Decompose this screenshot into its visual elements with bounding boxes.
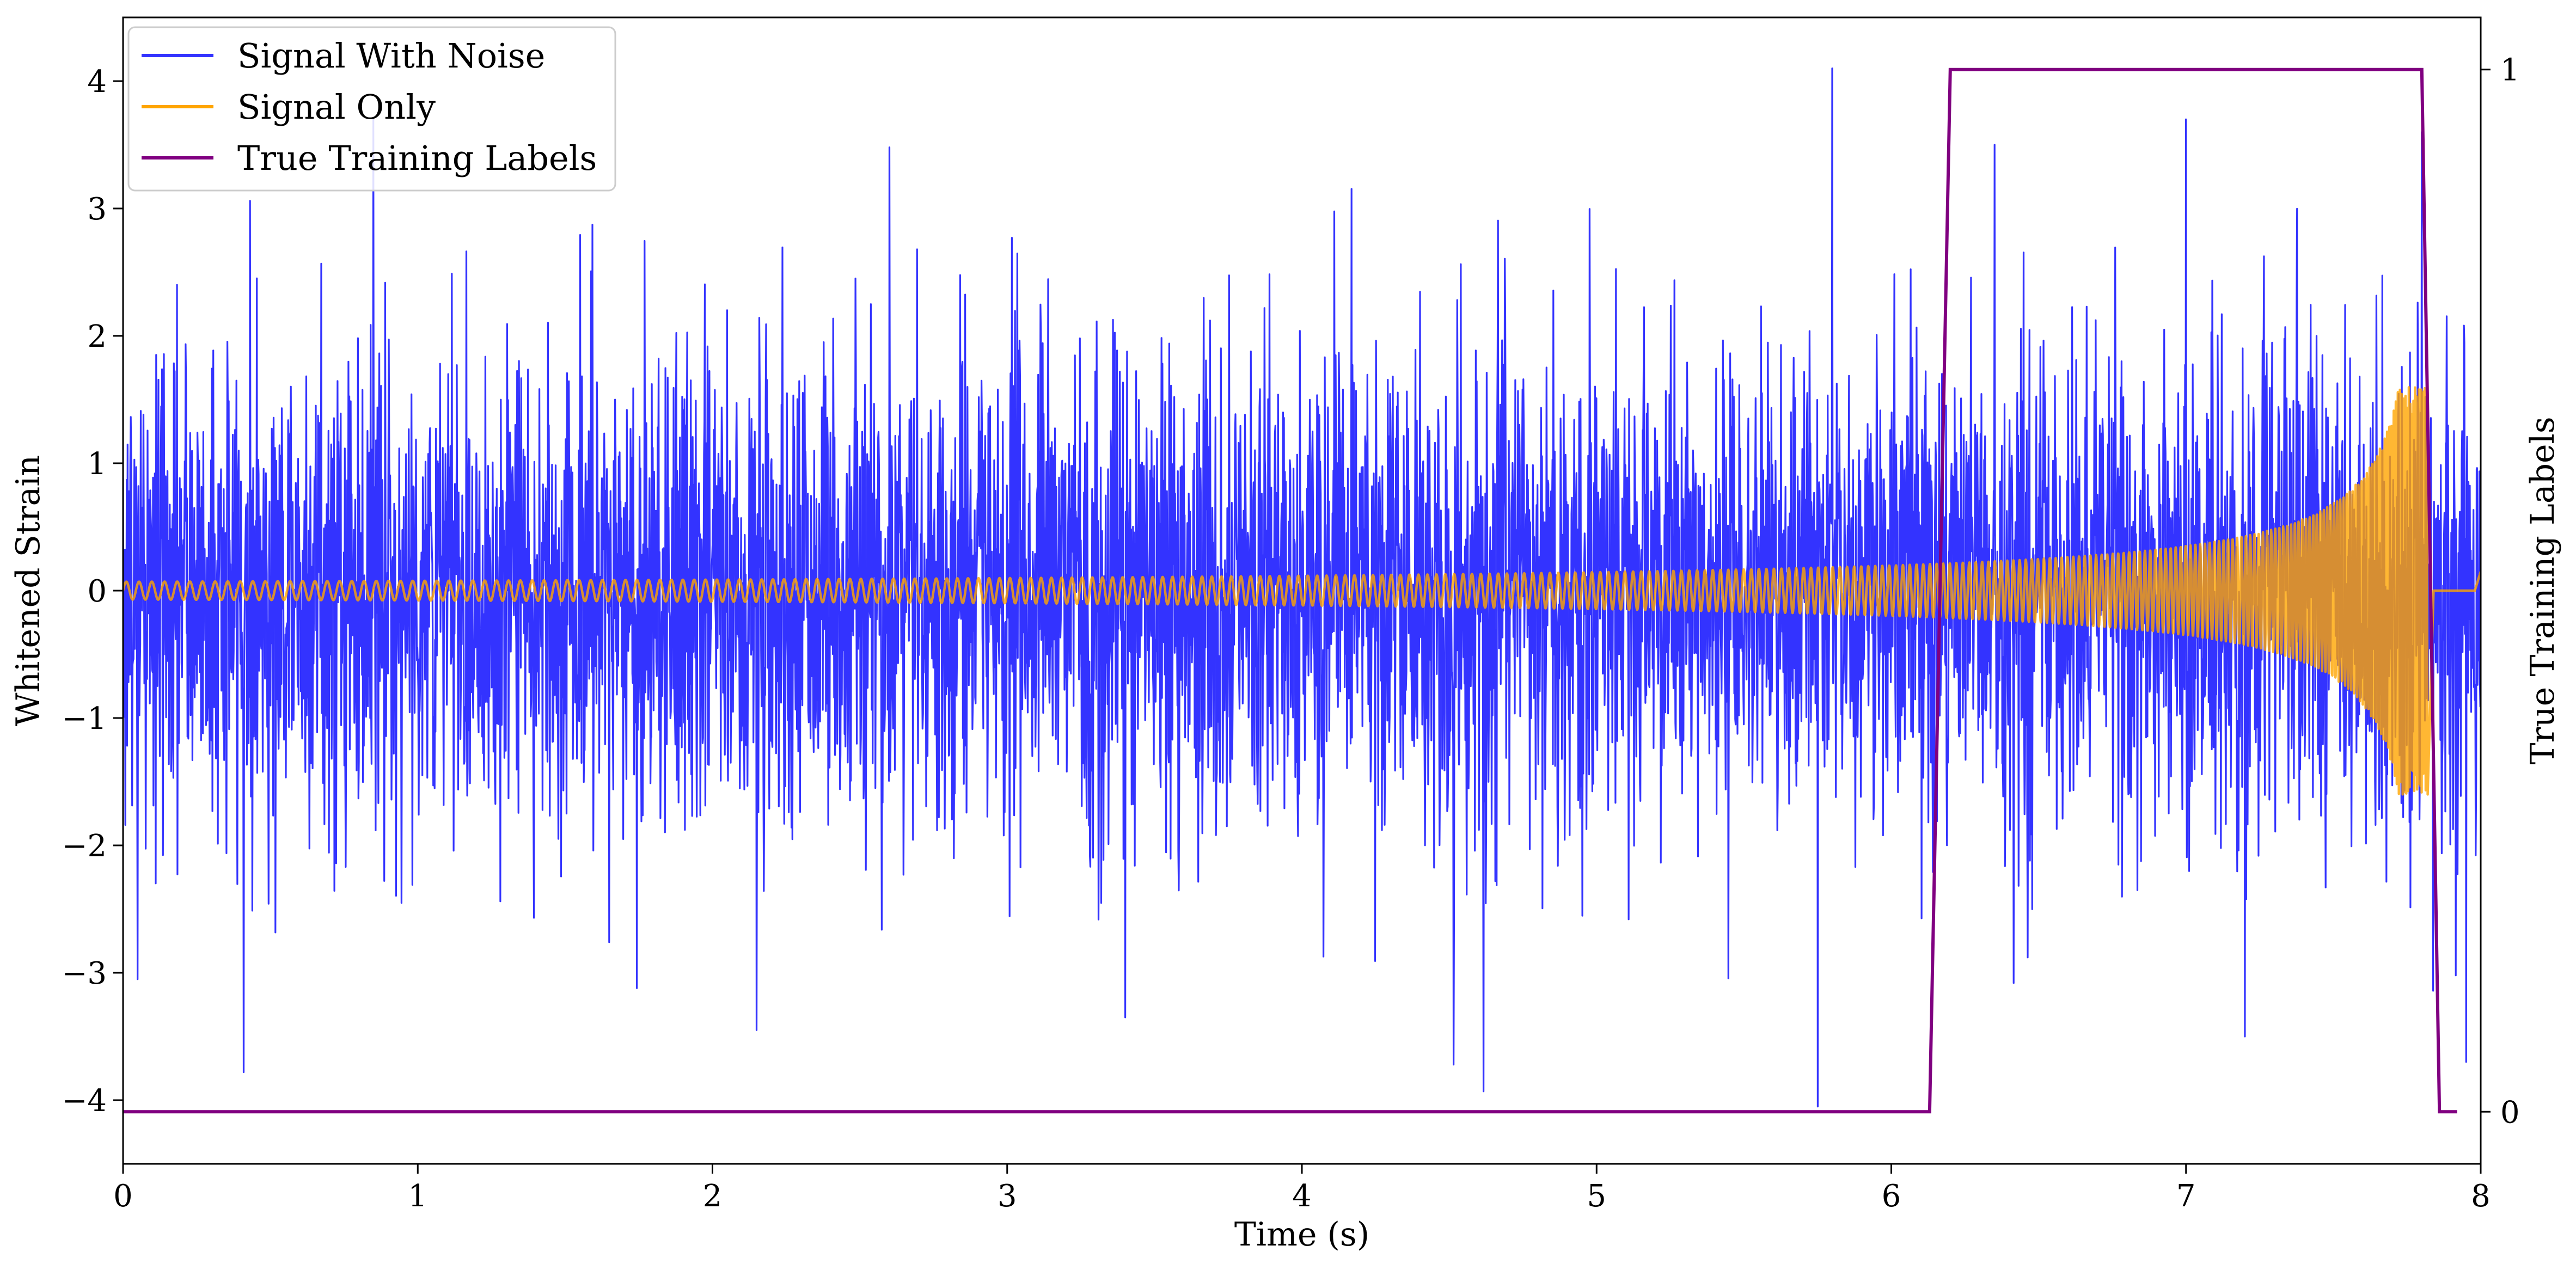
legend-label-signal-with-noise: Signal With Noise (237, 36, 545, 76)
y-tick-label: −2 (62, 829, 107, 864)
y-axis-label: Whitened Strain (9, 455, 47, 726)
x-tick-label: 0 (113, 1179, 133, 1214)
x-axis-label: Time (s) (1234, 1216, 1369, 1254)
y2-axis-ticks: 01 (2481, 53, 2520, 1130)
x-tick-label: 4 (1292, 1179, 1312, 1214)
x-tick-label: 3 (998, 1179, 1017, 1214)
y-tick-label: −1 (62, 701, 107, 737)
y-tick-label: −4 (62, 1083, 107, 1119)
y-tick-label: 1 (87, 446, 107, 482)
y2-tick-label: 1 (2500, 53, 2520, 88)
x-tick-label: 2 (703, 1179, 723, 1214)
x-tick-label: 6 (1882, 1179, 1901, 1214)
y2-axis-label: True Training Labels (2524, 416, 2562, 764)
series-line-true-training-labels (123, 68, 2457, 1114)
y-tick-label: 3 (87, 192, 107, 227)
x-tick-label: 7 (2176, 1179, 2196, 1214)
legend: Signal With Noise Signal Only True Train… (127, 26, 616, 192)
x-axis-ticks: 0 1 2 3 4 5 6 7 8 (113, 1164, 2491, 1214)
series-layer (123, 68, 2481, 1114)
y-tick-label: 2 (87, 319, 107, 354)
legend-box (127, 26, 616, 192)
y2-tick-label: 0 (2500, 1095, 2520, 1130)
legend-label-signal-only: Signal Only (237, 87, 436, 127)
series-line-signal-only (123, 386, 2481, 796)
x-tick-label: 5 (1587, 1179, 1606, 1214)
x-tick-label: 8 (2471, 1179, 2491, 1214)
y-tick-label: −3 (62, 956, 107, 991)
y-tick-label: 0 (87, 574, 107, 609)
x-tick-label: 1 (408, 1179, 427, 1214)
legend-label-true-training-labels: True Training Labels (237, 138, 597, 178)
y-tick-label: 4 (87, 64, 107, 100)
y-axis-ticks: −4 −3 −2 −1 0 1 2 3 4 (62, 64, 123, 1119)
